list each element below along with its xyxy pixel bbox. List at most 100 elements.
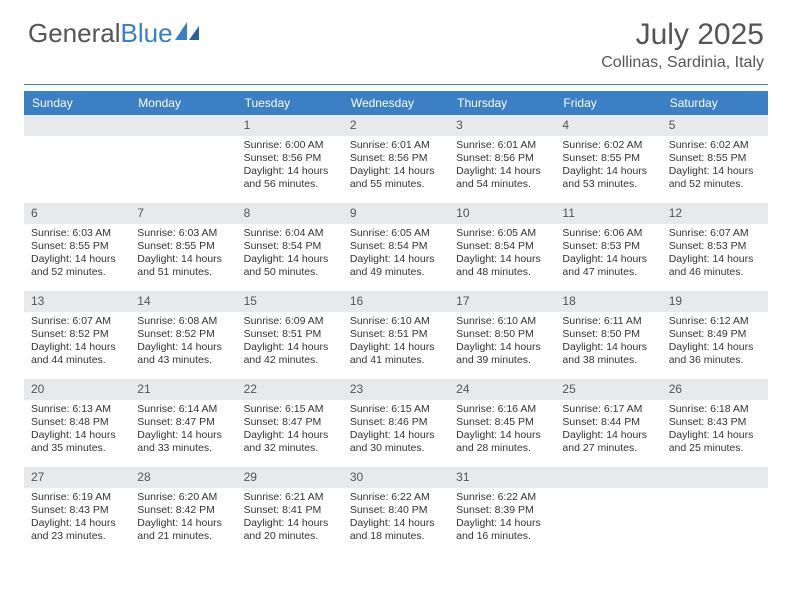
sunrise-text: Sunrise: 6:05 AM: [456, 227, 548, 240]
calendar-cell: 11Sunrise: 6:06 AMSunset: 8:53 PMDayligh…: [555, 203, 661, 291]
sunrise-text: Sunrise: 6:10 AM: [350, 315, 442, 328]
sunrise-text: Sunrise: 6:15 AM: [350, 403, 442, 416]
calendar-cell: 7Sunrise: 6:03 AMSunset: 8:55 PMDaylight…: [130, 203, 236, 291]
logo-sail-icon: [175, 18, 203, 49]
day-number: 21: [130, 379, 236, 400]
sunrise-text: Sunrise: 6:08 AM: [137, 315, 229, 328]
sunset-text: Sunset: 8:49 PM: [669, 328, 761, 341]
title-block: July 2025 Collinas, Sardinia, Italy: [601, 18, 764, 72]
day-number: 31: [449, 467, 555, 488]
day-number: 17: [449, 291, 555, 312]
day-body: Sunrise: 6:20 AMSunset: 8:42 PMDaylight:…: [130, 488, 236, 550]
daylight-text: Daylight: 14 hours and 47 minutes.: [562, 253, 654, 279]
sunset-text: Sunset: 8:41 PM: [244, 504, 336, 517]
calendar-cell: 3Sunrise: 6:01 AMSunset: 8:56 PMDaylight…: [449, 115, 555, 203]
brand-logo: GeneralBlue: [28, 18, 203, 49]
day-body: Sunrise: 6:13 AMSunset: 8:48 PMDaylight:…: [24, 400, 130, 462]
sunset-text: Sunset: 8:55 PM: [31, 240, 123, 253]
day-number: 1: [237, 115, 343, 136]
daylight-text: Daylight: 14 hours and 32 minutes.: [244, 429, 336, 455]
day-number: 10: [449, 203, 555, 224]
daylight-text: Daylight: 14 hours and 54 minutes.: [456, 165, 548, 191]
day-body: Sunrise: 6:02 AMSunset: 8:55 PMDaylight:…: [662, 136, 768, 198]
sunset-text: Sunset: 8:54 PM: [350, 240, 442, 253]
daylight-text: Daylight: 14 hours and 23 minutes.: [31, 517, 123, 543]
sunset-text: Sunset: 8:56 PM: [244, 152, 336, 165]
daylight-text: Daylight: 14 hours and 44 minutes.: [31, 341, 123, 367]
sunrise-text: Sunrise: 6:11 AM: [562, 315, 654, 328]
daylight-text: Daylight: 14 hours and 39 minutes.: [456, 341, 548, 367]
daylight-text: Daylight: 14 hours and 30 minutes.: [350, 429, 442, 455]
sunset-text: Sunset: 8:47 PM: [244, 416, 336, 429]
sunrise-text: Sunrise: 6:01 AM: [350, 139, 442, 152]
sunrise-text: Sunrise: 6:00 AM: [244, 139, 336, 152]
sunset-text: Sunset: 8:56 PM: [350, 152, 442, 165]
calendar-cell: 6Sunrise: 6:03 AMSunset: 8:55 PMDaylight…: [24, 203, 130, 291]
sunset-text: Sunset: 8:40 PM: [350, 504, 442, 517]
day-body: Sunrise: 6:02 AMSunset: 8:55 PMDaylight:…: [555, 136, 661, 198]
day-number: 4: [555, 115, 661, 136]
sunset-text: Sunset: 8:48 PM: [31, 416, 123, 429]
daylight-text: Daylight: 14 hours and 36 minutes.: [669, 341, 761, 367]
daylight-text: Daylight: 14 hours and 48 minutes.: [456, 253, 548, 279]
day-number: 9: [343, 203, 449, 224]
day-body: Sunrise: 6:03 AMSunset: 8:55 PMDaylight:…: [130, 224, 236, 286]
calendar-cell: 27Sunrise: 6:19 AMSunset: 8:43 PMDayligh…: [24, 467, 130, 555]
day-number: 15: [237, 291, 343, 312]
calendar-cell-empty: .: [555, 467, 661, 555]
calendar-cell: 19Sunrise: 6:12 AMSunset: 8:49 PMDayligh…: [662, 291, 768, 379]
calendar-cell: 22Sunrise: 6:15 AMSunset: 8:47 PMDayligh…: [237, 379, 343, 467]
sunset-text: Sunset: 8:43 PM: [669, 416, 761, 429]
sunset-text: Sunset: 8:55 PM: [669, 152, 761, 165]
day-number: 23: [343, 379, 449, 400]
daylight-text: Daylight: 14 hours and 42 minutes.: [244, 341, 336, 367]
day-body: Sunrise: 6:18 AMSunset: 8:43 PMDaylight:…: [662, 400, 768, 462]
sunset-text: Sunset: 8:45 PM: [456, 416, 548, 429]
day-body: Sunrise: 6:06 AMSunset: 8:53 PMDaylight:…: [555, 224, 661, 286]
day-body: Sunrise: 6:11 AMSunset: 8:50 PMDaylight:…: [555, 312, 661, 374]
day-body: Sunrise: 6:12 AMSunset: 8:49 PMDaylight:…: [662, 312, 768, 374]
daylight-text: Daylight: 14 hours and 35 minutes.: [31, 429, 123, 455]
day-body: Sunrise: 6:04 AMSunset: 8:54 PMDaylight:…: [237, 224, 343, 286]
page-title: July 2025: [601, 18, 764, 52]
day-body: Sunrise: 6:22 AMSunset: 8:39 PMDaylight:…: [449, 488, 555, 550]
sunrise-text: Sunrise: 6:15 AM: [244, 403, 336, 416]
daylight-text: Daylight: 14 hours and 43 minutes.: [137, 341, 229, 367]
daylight-text: Daylight: 14 hours and 55 minutes.: [350, 165, 442, 191]
sunset-text: Sunset: 8:47 PM: [137, 416, 229, 429]
daylight-text: Daylight: 14 hours and 53 minutes.: [562, 165, 654, 191]
daylight-text: Daylight: 14 hours and 27 minutes.: [562, 429, 654, 455]
calendar-cell-empty: .: [24, 115, 130, 203]
calendar-cell: 4Sunrise: 6:02 AMSunset: 8:55 PMDaylight…: [555, 115, 661, 203]
weekday-header: Friday: [555, 91, 661, 115]
sunrise-text: Sunrise: 6:02 AM: [669, 139, 761, 152]
day-number: 8: [237, 203, 343, 224]
daylight-text: Daylight: 14 hours and 56 minutes.: [244, 165, 336, 191]
sunrise-text: Sunrise: 6:16 AM: [456, 403, 548, 416]
day-number: 5: [662, 115, 768, 136]
sunrise-text: Sunrise: 6:03 AM: [137, 227, 229, 240]
day-number: 12: [662, 203, 768, 224]
day-body: Sunrise: 6:15 AMSunset: 8:46 PMDaylight:…: [343, 400, 449, 462]
day-number: 3: [449, 115, 555, 136]
sunrise-text: Sunrise: 6:02 AM: [562, 139, 654, 152]
day-body: Sunrise: 6:01 AMSunset: 8:56 PMDaylight:…: [343, 136, 449, 198]
day-body: Sunrise: 6:17 AMSunset: 8:44 PMDaylight:…: [555, 400, 661, 462]
daylight-text: Daylight: 14 hours and 28 minutes.: [456, 429, 548, 455]
calendar-cell: 10Sunrise: 6:05 AMSunset: 8:54 PMDayligh…: [449, 203, 555, 291]
day-number: 30: [343, 467, 449, 488]
daylight-text: Daylight: 14 hours and 50 minutes.: [244, 253, 336, 279]
day-body: Sunrise: 6:03 AMSunset: 8:55 PMDaylight:…: [24, 224, 130, 286]
sunset-text: Sunset: 8:53 PM: [562, 240, 654, 253]
calendar-cell: 5Sunrise: 6:02 AMSunset: 8:55 PMDaylight…: [662, 115, 768, 203]
day-number: 6: [24, 203, 130, 224]
day-body: Sunrise: 6:19 AMSunset: 8:43 PMDaylight:…: [24, 488, 130, 550]
daylight-text: Daylight: 14 hours and 51 minutes.: [137, 253, 229, 279]
calendar-cell: 18Sunrise: 6:11 AMSunset: 8:50 PMDayligh…: [555, 291, 661, 379]
sunset-text: Sunset: 8:52 PM: [31, 328, 123, 341]
calendar-cell: 26Sunrise: 6:18 AMSunset: 8:43 PMDayligh…: [662, 379, 768, 467]
sunrise-text: Sunrise: 6:06 AM: [562, 227, 654, 240]
calendar-cell: 25Sunrise: 6:17 AMSunset: 8:44 PMDayligh…: [555, 379, 661, 467]
sunset-text: Sunset: 8:56 PM: [456, 152, 548, 165]
day-body: Sunrise: 6:09 AMSunset: 8:51 PMDaylight:…: [237, 312, 343, 374]
